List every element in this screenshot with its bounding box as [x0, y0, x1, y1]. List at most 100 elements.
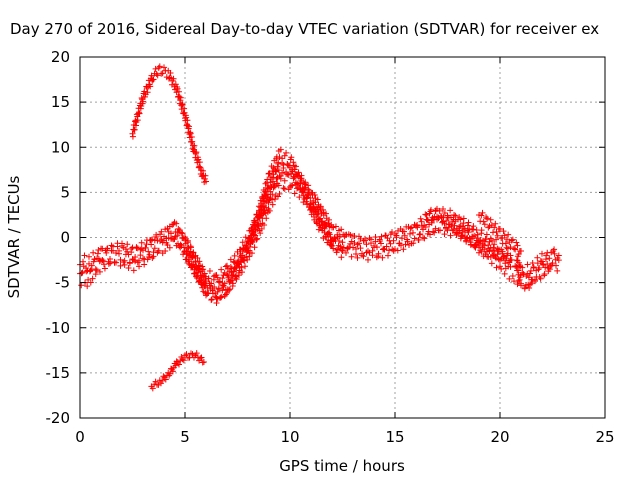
data-point	[546, 255, 553, 262]
data-point	[155, 247, 162, 254]
data-point	[240, 256, 247, 263]
data-point	[189, 253, 196, 260]
data-point	[339, 248, 346, 255]
data-point	[493, 228, 500, 235]
data-point	[162, 376, 169, 383]
data-point	[365, 248, 371, 255]
y-tick-label: 0	[60, 229, 70, 247]
data-point	[224, 290, 230, 297]
data-point	[173, 220, 180, 227]
data-point	[493, 264, 500, 271]
data-point	[134, 245, 141, 252]
data-point	[450, 226, 457, 233]
data-point	[514, 242, 521, 249]
data-point	[142, 244, 149, 251]
y-axis-title: SDTVAR / TECUs	[5, 175, 23, 298]
data-point	[184, 117, 191, 124]
data-point	[483, 214, 489, 221]
data-point	[491, 241, 498, 248]
data-point	[89, 275, 96, 282]
data-point	[176, 227, 183, 234]
data-point	[491, 252, 498, 259]
data-point	[239, 239, 246, 246]
data-point	[235, 269, 242, 276]
data-point	[211, 283, 218, 290]
data-point	[411, 235, 418, 242]
data-point	[422, 224, 429, 231]
data-point	[387, 240, 394, 247]
data-point	[544, 261, 551, 268]
data-point	[309, 199, 316, 206]
data-point	[279, 155, 286, 162]
data-point	[96, 268, 103, 275]
data-point	[177, 94, 184, 101]
data-point	[149, 255, 156, 262]
data-point	[183, 114, 190, 121]
data-point	[541, 271, 548, 278]
data-point	[526, 284, 533, 291]
data-point	[213, 299, 220, 306]
data-point	[101, 265, 108, 272]
data-point	[218, 293, 225, 300]
data-point	[312, 206, 319, 213]
data-point	[197, 164, 204, 171]
data-point	[394, 247, 401, 254]
data-point	[338, 226, 345, 233]
data-point	[517, 263, 524, 270]
data-point	[245, 247, 252, 254]
x-tick-label: 0	[75, 428, 85, 446]
data-point	[506, 275, 513, 282]
data-point	[476, 249, 482, 256]
data-point	[288, 154, 295, 161]
data-point	[498, 255, 505, 262]
data-point	[187, 130, 194, 137]
data-point	[116, 250, 122, 257]
series-band-e	[476, 209, 524, 258]
data-point	[231, 252, 238, 259]
data-point	[512, 246, 519, 253]
data-point	[275, 167, 282, 174]
data-point	[487, 216, 494, 223]
data-point	[426, 210, 433, 217]
data-point	[277, 172, 284, 179]
data-point	[530, 264, 537, 271]
data-point	[261, 198, 268, 205]
data-point	[492, 220, 499, 227]
data-point	[457, 223, 464, 230]
data-point	[230, 280, 236, 287]
data-point	[172, 362, 179, 369]
data-point	[525, 281, 532, 288]
data-point	[447, 232, 454, 239]
data-point	[348, 253, 355, 260]
data-point	[292, 163, 299, 170]
data-point	[404, 236, 410, 243]
data-point	[207, 286, 214, 293]
data-point	[521, 285, 528, 292]
data-point	[281, 177, 288, 184]
data-point	[164, 242, 171, 249]
data-point	[555, 252, 562, 259]
series-band-c	[182, 146, 346, 306]
data-point	[513, 239, 520, 246]
gridlines	[80, 57, 605, 418]
data-point	[314, 196, 321, 203]
data-point	[121, 257, 128, 264]
data-point	[156, 63, 163, 70]
data-point	[234, 260, 241, 267]
data-point	[317, 215, 324, 222]
data-point	[193, 350, 200, 357]
data-point	[141, 261, 148, 268]
data-point	[136, 257, 143, 264]
y-tick-label: -20	[46, 409, 71, 427]
data-point	[323, 233, 330, 240]
data-point	[305, 191, 312, 198]
data-point	[459, 233, 466, 240]
data-point	[505, 231, 512, 238]
data-point	[431, 229, 438, 236]
data-point	[140, 255, 146, 262]
data-point	[197, 268, 204, 275]
data-point	[529, 259, 536, 266]
data-point	[481, 242, 488, 249]
data-point	[452, 218, 459, 225]
